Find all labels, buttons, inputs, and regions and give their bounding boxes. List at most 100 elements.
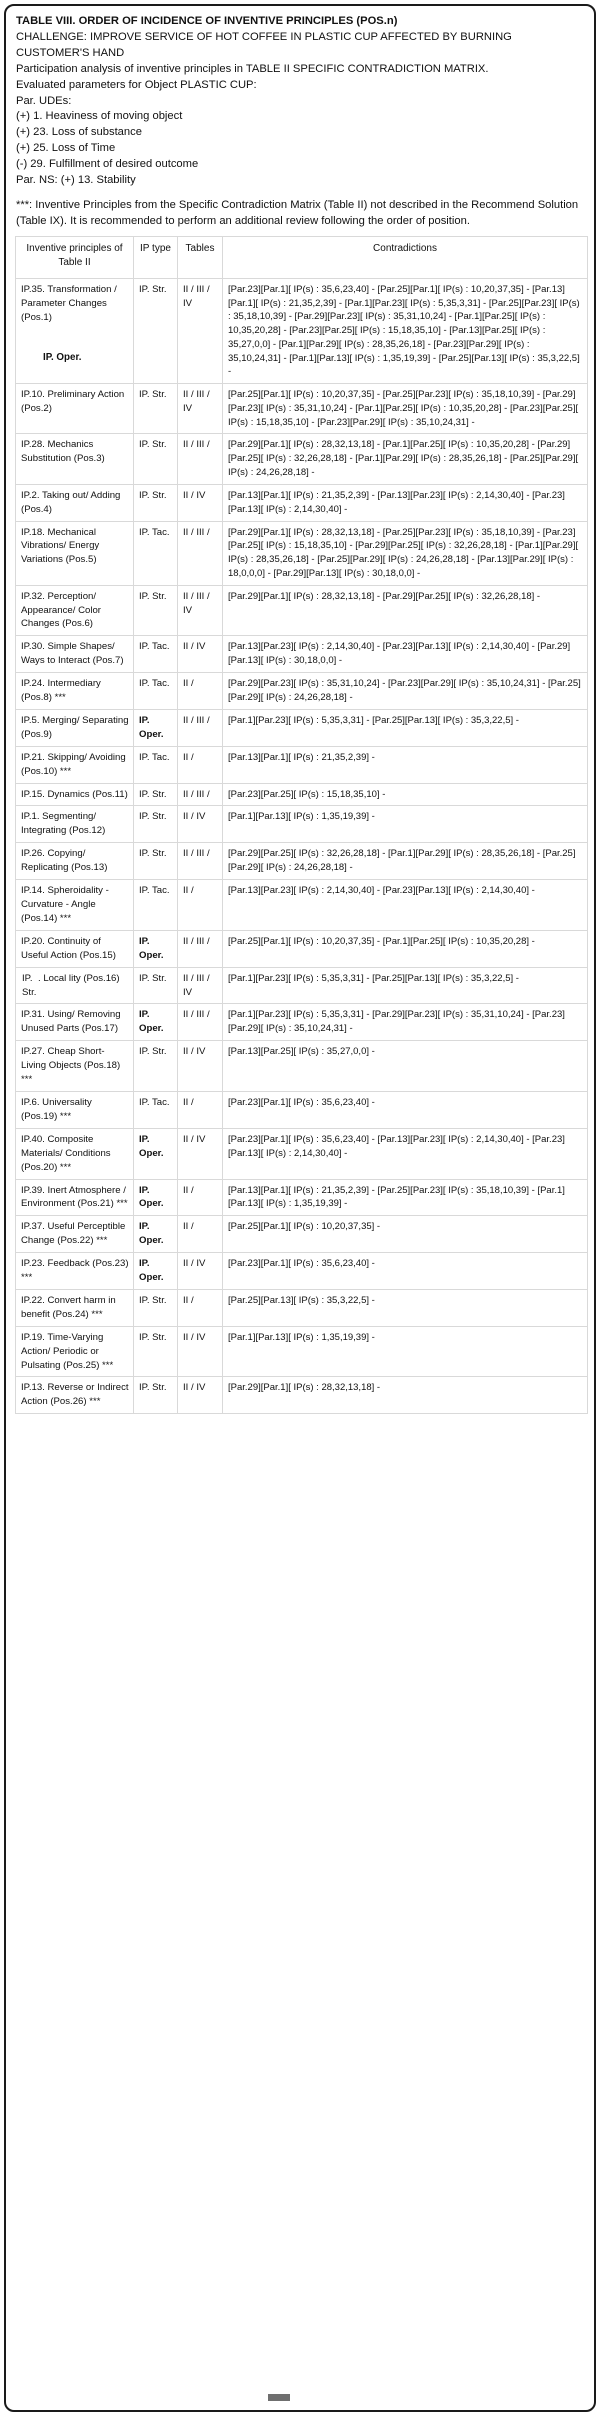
cell-contradictions: [Par.29][Par.23][ IP(s) : 35,31,10,24] -…: [222, 672, 588, 710]
principle-label: IP.14. Spheroidality - Curvature - Angle…: [21, 885, 109, 924]
cell-ip-type: IP. Tac.: [133, 1090, 178, 1129]
cell-tables: II / IV: [177, 1325, 223, 1378]
cell-tables: II / IV: [177, 483, 223, 522]
inventive-principles-table: Inventive principles of Table II IP type…: [15, 235, 588, 1415]
cell-tables: II / III /: [177, 842, 223, 881]
cell-tables: II /: [177, 1178, 223, 1217]
cell-ip-type: IP. Oper.: [133, 1215, 178, 1254]
cell-ip-type: IP. Str.: [133, 433, 178, 485]
cell-principle-name: IP.20. Continuity of Useful Action (Pos.…: [15, 929, 134, 968]
evaluated-line: Evaluated parameters for Object PLASTIC …: [16, 78, 257, 91]
cell-contradictions: [Par.13][Par.1][ IP(s) : 21,35,2,39] - […: [222, 1178, 588, 1217]
document-frame: TABLE VIII. ORDER OF INCIDENCE OF INVENT…: [4, 4, 596, 2412]
cell-tables: II / IV: [177, 1252, 223, 1290]
column-header-principles: Inventive principles of Table II: [15, 235, 134, 279]
cell-ip-type: IP. Tac.: [133, 745, 178, 784]
table-row: IP.31. Using/ Removing Unused Parts (Pos…: [15, 1003, 588, 1042]
cell-contradictions: [Par.1][Par.23][ IP(s) : 5,35,3,31] - [P…: [222, 708, 588, 747]
cell-principle-name: IP.5. Merging/ Separating (Pos.9): [15, 708, 134, 747]
cell-ip-type: IP. Tac.: [133, 672, 178, 710]
cell-contradictions: [Par.1][Par.23][ IP(s) : 5,35,3,31] - [P…: [222, 1003, 588, 1042]
cell-principle-name: IP.32. Perception/ Appearance/ Color Cha…: [15, 584, 134, 637]
principle-label: IP.15. Dynamics (Pos.11): [21, 788, 128, 800]
cell-tables: II /: [177, 1215, 223, 1254]
principle-label: IP.30. Simple Shapes/ Ways to Interact (…: [21, 641, 124, 667]
cell-contradictions: [Par.1][Par.23][ IP(s) : 5,35,3,31] - [P…: [222, 966, 588, 1005]
principle-label: IP.10. Preliminary Action (Pos.2): [21, 389, 125, 415]
table-row: IP.32. Perception/ Appearance/ Color Cha…: [15, 584, 588, 637]
intro-spacer: [16, 189, 584, 198]
cell-ip-type: IP. Tac.: [133, 520, 178, 586]
principle-label: IP.26. Copying/ Replicating (Pos.13): [21, 848, 108, 874]
principle-label: IP.1. Segmenting/ Integrating (Pos.12): [21, 811, 106, 837]
cell-contradictions: [Par.25][Par.1][ IP(s) : 10,20,37,35] - …: [222, 929, 588, 968]
table-row: IP.37. Useful Perceptible Change (Pos.22…: [15, 1215, 588, 1254]
cell-contradictions: [Par.23][Par.1][ IP(s) : 35,6,23,40] - […: [222, 277, 588, 385]
cell-tables: II / III /: [177, 1003, 223, 1042]
principle-label: IP.31. Using/ Removing Unused Parts (Pos…: [21, 1009, 121, 1035]
cell-tables: II / III / IV: [177, 966, 223, 1005]
principle-label: IP.6. Universality (Pos.19) ***: [21, 1096, 92, 1122]
cell-contradictions: [Par.25][Par.1][ IP(s) : 10,20,37,35] -: [222, 1215, 588, 1254]
cell-contradictions: [Par.23][Par.1][ IP(s) : 35,6,23,40] -: [222, 1090, 588, 1129]
cell-contradictions: [Par.1][Par.13][ IP(s) : 1,35,19,39] -: [222, 1325, 588, 1378]
cell-ip-type: IP. Oper.: [133, 708, 178, 747]
cell-ip-type: IP. Oper.: [133, 1252, 178, 1290]
principle-extra-type-label: IP. Oper.: [43, 351, 82, 363]
cell-contradictions: [Par.23][Par.1][ IP(s) : 35,6,23,40] -: [222, 1252, 588, 1290]
cell-tables: II / III / IV: [177, 584, 223, 637]
cell-ip-type: IP. Str.: [133, 966, 178, 1005]
table-header-row: Inventive principles of Table II IP type…: [15, 235, 588, 279]
table-row: IP.19. Time-Varying Action/ Periodic or …: [15, 1325, 588, 1378]
table-row: IP.28. Mechanics Substitution (Pos.3) IP.…: [15, 433, 588, 485]
intro-block: TABLE VIII. ORDER OF INCIDENCE OF INVENT…: [6, 6, 594, 232]
cell-principle-name: IP.39. Inert Atmosphere / Environment (P…: [15, 1178, 134, 1217]
cell-contradictions: [Par.13][Par.25][ IP(s) : 35,27,0,0] -: [222, 1040, 588, 1092]
cell-tables: II / IV: [177, 1127, 223, 1180]
principle-label: IP.18. Mechanical Vibrations/ Energy Var…: [21, 526, 100, 566]
table-row: IP.15. Dynamics (Pos.11) IP. Str. II / III…: [15, 782, 588, 807]
cell-contradictions: [Par.13][Par.23][ IP(s) : 2,14,30,40] - …: [222, 879, 588, 931]
cell-tables: II / III /: [177, 433, 223, 485]
cell-ip-type: IP. Oper.: [133, 1127, 178, 1180]
cell-tables: II / IV: [177, 635, 223, 674]
cell-ip-type: IP. Str.: [133, 383, 178, 435]
cell-tables: II / IV: [177, 805, 223, 844]
table-row: IP.22. Convert harm in benefit (Pos.24) …: [15, 1288, 588, 1327]
cell-contradictions: [Par.29][Par.25][ IP(s) : 32,26,28,18] -…: [222, 842, 588, 881]
principle-label: IP.40. Composite Materials/ Conditions (…: [21, 1133, 111, 1173]
overflow-ip-type-label: IP. Str.: [22, 972, 37, 998]
principle-label: IP.39. Inert Atmosphere / Environment (P…: [21, 1184, 128, 1210]
principle-label: IP.35. Transformation / Parameter Change…: [21, 283, 117, 323]
table-body: IP.35. Transformation / Parameter Change…: [15, 277, 588, 1415]
cell-principle-name: IP.10. Preliminary Action (Pos.2): [15, 383, 134, 435]
table-row: IP.35. Transformation / Parameter Change…: [15, 277, 588, 385]
ude-item-1: (+) 1. Heaviness of moving object: [16, 110, 183, 123]
cell-ip-type: IP. Oper.: [133, 1003, 178, 1042]
cell-principle-name: IP.22. Convert harm in benefit (Pos.24) …: [15, 1288, 134, 1327]
cell-contradictions: [Par.13][Par.1][ IP(s) : 21,35,2,39] - […: [222, 483, 588, 522]
cell-ip-type: IP. Str.: [133, 782, 178, 807]
cell-principle-name: IP.18. Mechanical Vibrations/ Energy Var…: [15, 520, 134, 586]
cell-principle-name: IP.13. Reverse or Indirect Action (Pos.2…: [15, 1376, 134, 1415]
ude-item-2: (+) 23. Loss of substance: [16, 126, 142, 139]
table-row: IP.6. Universality (Pos.19) *** IP. Tac. I…: [15, 1090, 588, 1129]
cell-principle-name: IP.2. Taking out/ Adding (Pos.4): [15, 483, 134, 522]
cell-contradictions: [Par.23][Par.25][ IP(s) : 15,18,35,10] -: [222, 782, 588, 807]
footnote-line: ***: Inventive Principles from the Speci…: [16, 198, 579, 227]
cell-ip-type: IP. Str.: [133, 805, 178, 844]
cell-principle-name: IP. Str.. Local lity (Pos.16): [15, 966, 134, 1005]
cell-ip-type: IP. Tac.: [133, 635, 178, 674]
cell-tables: II / IV: [177, 1376, 223, 1415]
column-header-tables: Tables: [177, 235, 223, 279]
principle-label: IP.5. Merging/ Separating (Pos.9): [21, 714, 129, 740]
cell-ip-type: IP. Str.: [133, 1376, 178, 1415]
table-row: IP.1. Segmenting/ Integrating (Pos.12) IP…: [15, 805, 588, 844]
cell-ip-type: IP. Str.: [133, 584, 178, 637]
cell-principle-name: IP.35. Transformation / Parameter Change…: [15, 277, 134, 385]
principle-label: IP.21. Skipping/ Avoiding (Pos.10) ***: [21, 751, 126, 777]
cell-tables: II /: [177, 1090, 223, 1129]
cell-contradictions: [Par.1][Par.13][ IP(s) : 1,35,19,39] -: [222, 805, 588, 844]
cell-principle-name: IP.26. Copying/ Replicating (Pos.13): [15, 842, 134, 881]
